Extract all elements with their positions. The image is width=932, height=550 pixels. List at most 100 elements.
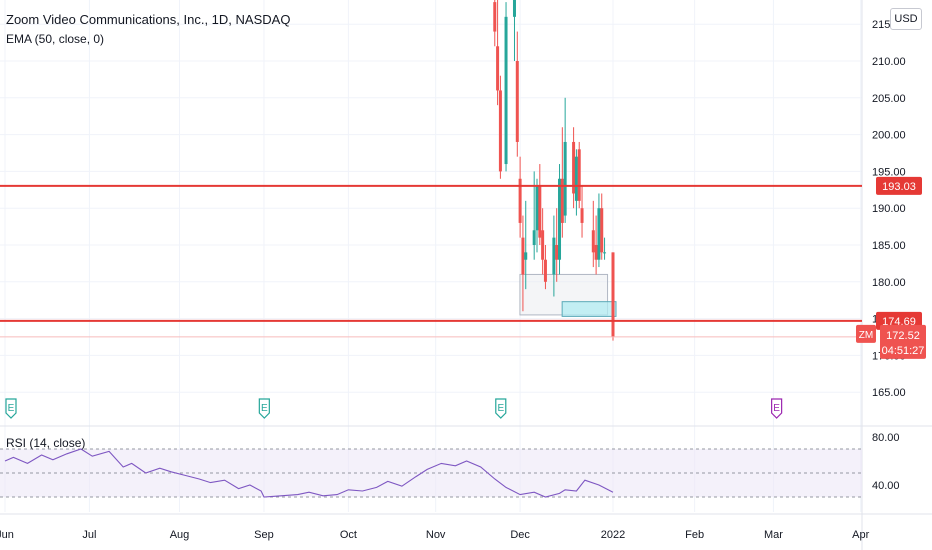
- price-levels: [0, 184, 862, 338]
- candle-body: [535, 186, 539, 231]
- level-price-label: 193.03: [882, 181, 916, 193]
- candle: [577, 141, 581, 209]
- candle-body: [600, 208, 604, 253]
- price-tick-label: 180.00: [872, 277, 906, 289]
- earnings-badge-icon: [771, 398, 783, 419]
- time-tick-label: 2022: [601, 529, 625, 541]
- range-box: [561, 301, 617, 317]
- time-axis[interactable]: Jun Jul Aug Sep Oct Nov Dec 2022 Feb Mar Apr: [0, 529, 870, 541]
- rsi-line: [4, 448, 614, 498]
- candle: [560, 127, 564, 238]
- candle-body: [594, 245, 598, 260]
- candle-body: [552, 237, 556, 275]
- earnings-marker: E: [5, 398, 17, 419]
- time-tick-label: Sep: [254, 529, 274, 541]
- candle: [493, 0, 497, 47]
- price-tick-label: 190.00: [872, 203, 906, 215]
- candle: [512, 0, 516, 61]
- candle: [591, 200, 595, 268]
- candle-body: [532, 230, 536, 245]
- earnings-badge-icon: [258, 398, 270, 419]
- time-tick-label: Jul: [82, 529, 96, 541]
- candle: [600, 193, 604, 260]
- earnings-badge-icon: [495, 398, 507, 419]
- candle-body: [541, 230, 545, 260]
- price-tick-label: 185.00: [872, 240, 906, 252]
- price-tick-label: 195.00: [872, 166, 906, 178]
- candle-body: [498, 90, 502, 172]
- candle: [504, 2, 508, 172]
- range-boxes: [519, 273, 617, 317]
- last-price-label: 172.52: [886, 330, 920, 342]
- candle-body: [577, 149, 581, 201]
- legend-indicator[interactable]: EMA (50, close, 0): [6, 32, 105, 46]
- candle: [515, 31, 519, 157]
- candle: [496, 0, 500, 106]
- time-tick-label: Jun: [0, 529, 14, 541]
- candle-body: [591, 230, 595, 253]
- candle: [524, 200, 528, 290]
- candle-body: [518, 178, 522, 223]
- rsi-band: [0, 449, 862, 497]
- earnings-label: E: [773, 403, 780, 414]
- last-price-tag: [880, 324, 926, 359]
- candle-body: [611, 252, 615, 337]
- candle-body: [597, 208, 601, 260]
- candle: [563, 97, 567, 223]
- candle: [580, 186, 584, 238]
- candle-body: [493, 2, 497, 32]
- candle-body: [538, 186, 542, 238]
- candle: [535, 178, 539, 253]
- symbol-tag: [856, 324, 876, 343]
- earnings-label: E: [497, 403, 504, 414]
- candle-body: [572, 141, 576, 194]
- candle-body: [555, 245, 559, 260]
- rsi-tick-label: 40.00: [872, 480, 900, 492]
- earnings-marker: E: [495, 398, 507, 419]
- candle: [572, 127, 576, 209]
- candle-body: [563, 141, 567, 216]
- candle: [521, 215, 525, 312]
- level-price-tag: [876, 176, 922, 195]
- currency-badge[interactable]: USD: [890, 8, 922, 30]
- candle-body: [543, 259, 547, 282]
- candle: [518, 156, 522, 238]
- candle: [543, 245, 547, 290]
- earnings-marker: E: [258, 398, 270, 419]
- rsi-label[interactable]: RSI (14, close): [6, 436, 86, 450]
- candle: [532, 171, 536, 260]
- candle-body: [558, 178, 562, 260]
- countdown-label: 04:51:27: [882, 345, 925, 357]
- candle-body: [560, 178, 564, 223]
- candle: [611, 252, 615, 341]
- candle-body: [580, 208, 584, 223]
- time-tick-label: Feb: [685, 529, 704, 541]
- candle-body: [496, 46, 500, 91]
- candle: [597, 193, 601, 268]
- candle: [555, 208, 559, 282]
- symbol-label: ZM: [859, 330, 873, 341]
- earnings-badge-icon: [5, 398, 17, 419]
- earnings-marker: E: [771, 398, 783, 419]
- candle: [498, 75, 502, 179]
- rsi-pane: [0, 448, 862, 498]
- price-axis[interactable]: 165.00170.00175.00180.00185.00190.00195.…: [856, 19, 926, 492]
- candle-body: [574, 156, 578, 201]
- candle: [538, 164, 542, 245]
- time-tick-label: Mar: [764, 529, 783, 541]
- price-tick-label: 210.00: [872, 56, 906, 68]
- candle-body: [512, 0, 516, 17]
- legend-title[interactable]: Zoom Video Communications, Inc., 1D, NAS…: [6, 12, 291, 27]
- candlestick-series: [493, 0, 615, 341]
- candle: [603, 237, 607, 260]
- time-tick-label: Apr: [852, 529, 869, 541]
- price-tick-label: 200.00: [872, 130, 906, 142]
- candle-body: [521, 237, 525, 275]
- candle: [552, 215, 556, 297]
- candle-body: [524, 252, 528, 260]
- candle-body: [515, 61, 519, 142]
- candle: [574, 149, 578, 216]
